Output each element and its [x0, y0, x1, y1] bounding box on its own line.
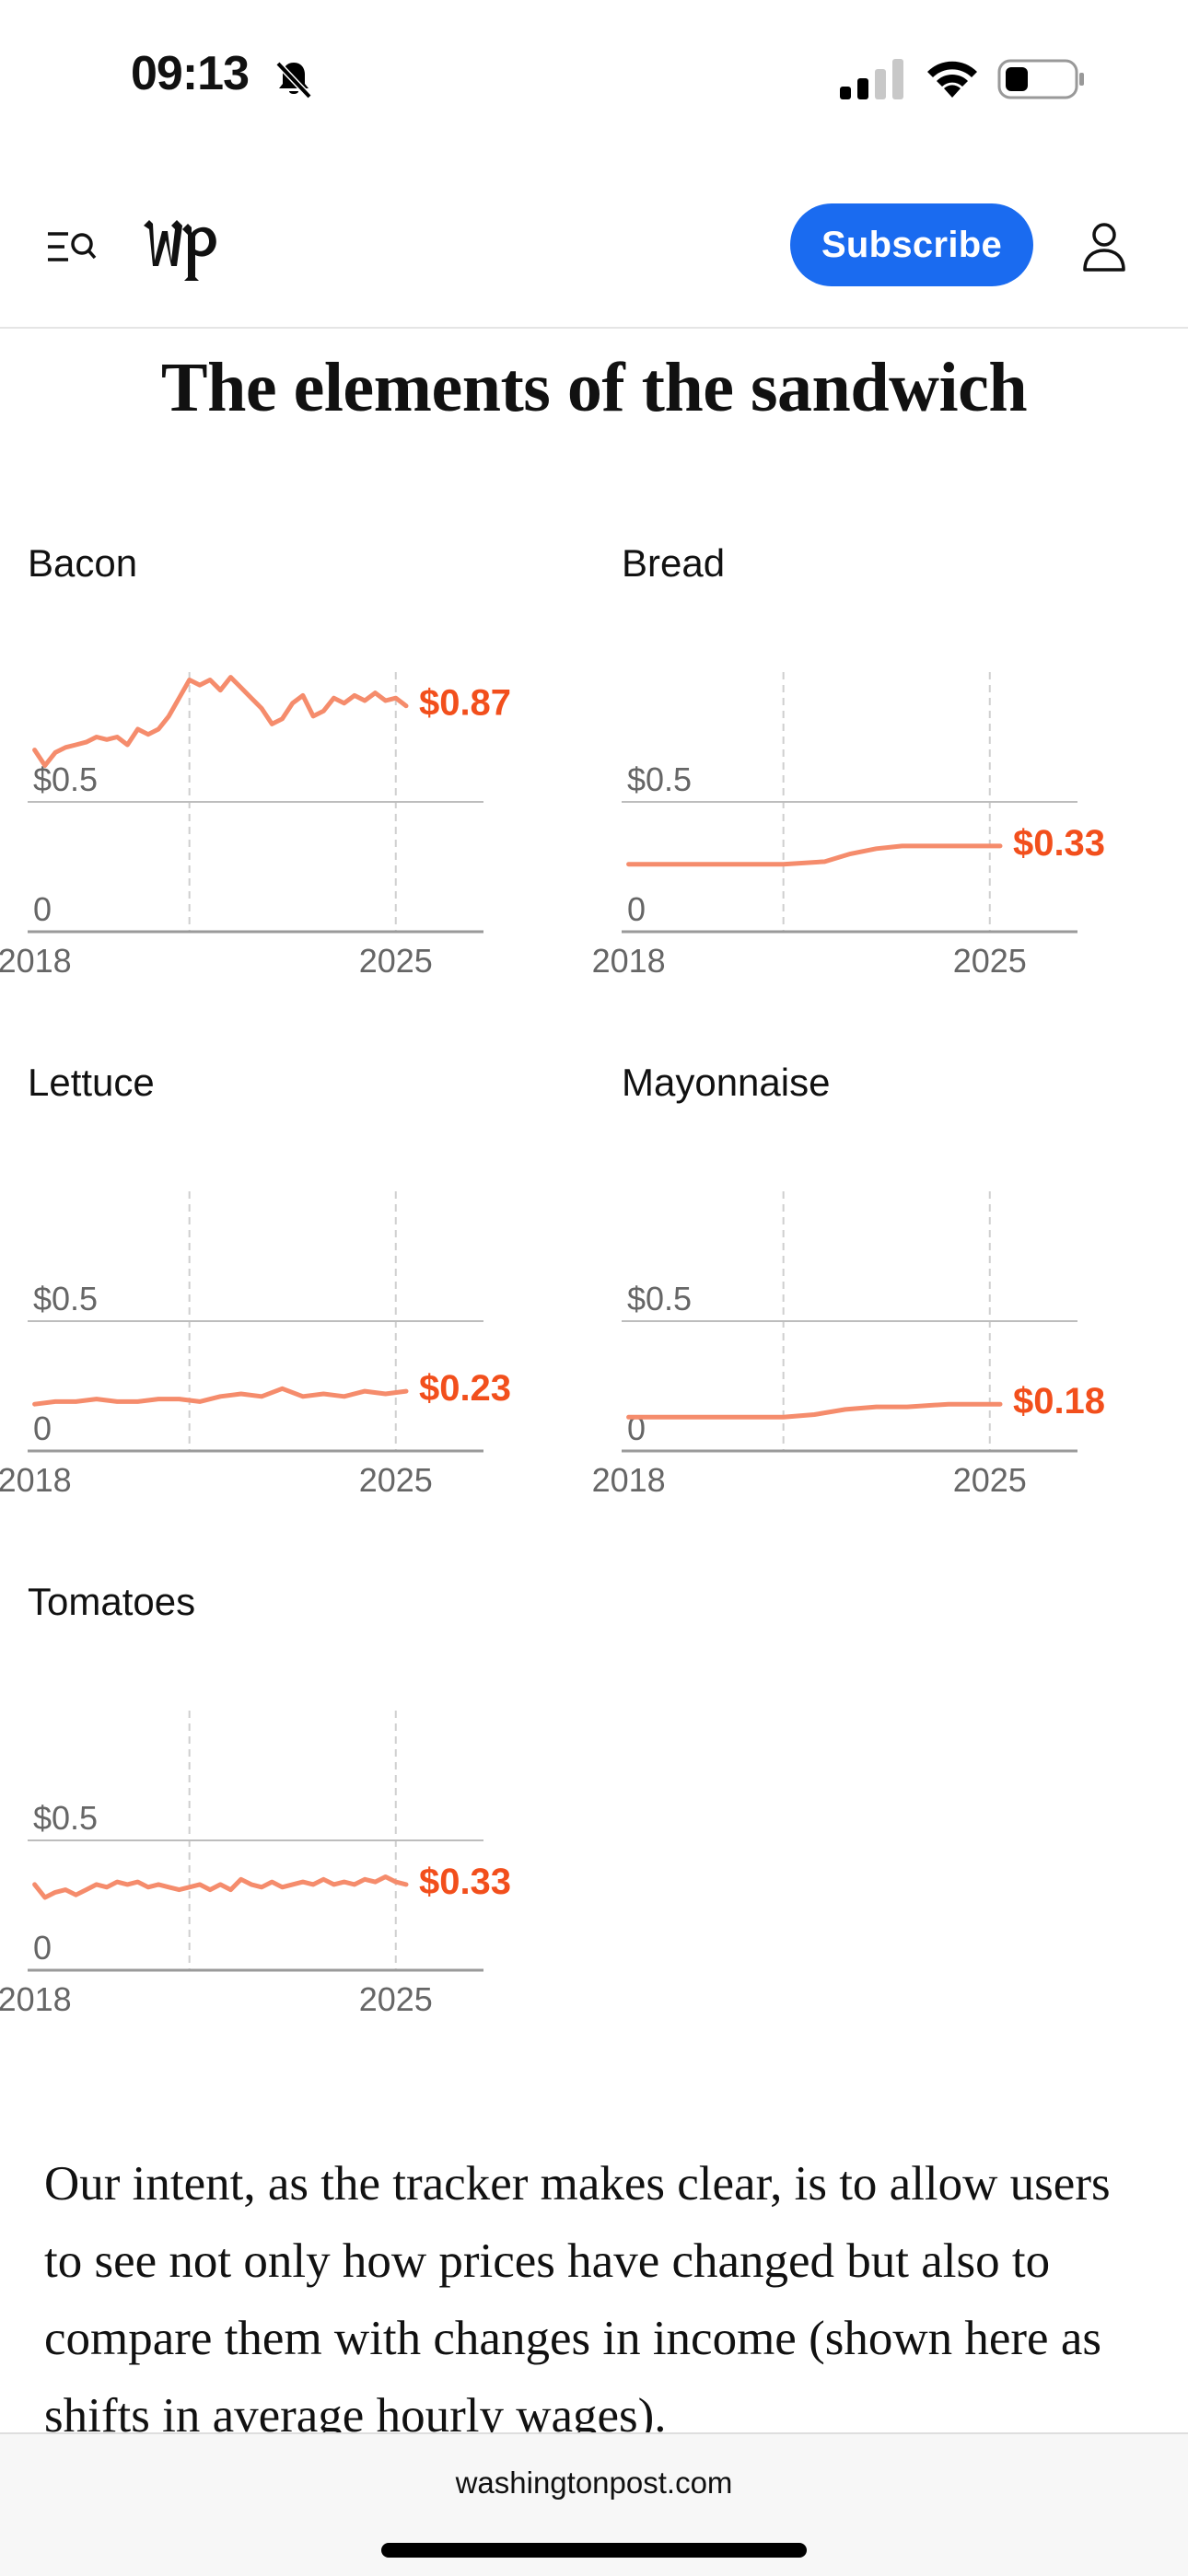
- price-line: [32, 675, 409, 768]
- end-value-label: $0.33: [419, 1862, 511, 1902]
- chart-title: Mayonnaise: [622, 1061, 831, 1104]
- end-value-label: $0.87: [419, 683, 511, 724]
- site-header: Subscribe: [0, 161, 1188, 329]
- chart-bread: 0 $0.5 2018 2025 $0.33: [592, 672, 1105, 980]
- chart-title: Lettuce: [28, 1061, 155, 1104]
- y-tick-label: 0: [33, 1410, 52, 1447]
- y-tick-label: 0: [627, 890, 646, 928]
- article-paragraph: Our intent, as the tracker makes clear, …: [44, 2157, 1111, 2443]
- x-tick-label: 2025: [359, 1461, 433, 1499]
- y-tick-label: $0.5: [33, 1280, 98, 1317]
- y-tick-label: $0.5: [627, 1280, 692, 1317]
- x-tick-label: 2018: [592, 1461, 666, 1499]
- chart-title: Bacon: [28, 541, 138, 585]
- y-tick-label: 0: [33, 1929, 52, 1967]
- price-line: [32, 1874, 409, 1900]
- menu-search-icon[interactable]: [46, 226, 98, 270]
- y-tick-label: $0.5: [627, 760, 692, 798]
- price-line: [626, 843, 1003, 867]
- wifi-icon: [927, 61, 977, 98]
- x-tick-label: 2018: [0, 942, 72, 980]
- x-tick-label: 2018: [592, 942, 666, 980]
- price-line: [626, 1401, 1003, 1420]
- address-bar-url[interactable]: washingtonpost.com: [455, 2466, 733, 2500]
- chart-title: Tomatoes: [28, 1580, 196, 1623]
- status-bar: 09:13: [0, 0, 1188, 161]
- x-tick-label: 2025: [953, 1461, 1027, 1499]
- chart-lettuce: 0 $0.5 2018 2025 $0.23: [0, 1191, 511, 1499]
- home-indicator: [381, 2543, 807, 2558]
- x-tick-label: 2025: [359, 1980, 433, 2018]
- y-tick-label: 0: [33, 890, 52, 928]
- x-tick-label: 2025: [953, 942, 1027, 980]
- status-time: 09:13: [131, 47, 250, 100]
- browser-bottom-bar: washingtonpost.com: [0, 2432, 1188, 2576]
- bell-muted-icon: [275, 61, 312, 99]
- end-value-label: $0.23: [419, 1368, 511, 1409]
- y-tick-label: $0.5: [33, 1799, 98, 1837]
- x-tick-label: 2018: [0, 1980, 72, 2018]
- subscribe-button[interactable]: Subscribe: [790, 203, 1033, 286]
- cellular-signal-icon: [840, 59, 903, 99]
- x-tick-label: 2025: [359, 942, 433, 980]
- account-icon[interactable]: [1081, 220, 1127, 273]
- battery-icon: [997, 59, 1084, 99]
- chart-title: Bread: [622, 541, 726, 585]
- washington-post-logo[interactable]: [140, 209, 223, 283]
- price-line: [32, 1386, 409, 1407]
- section-headline: The elements of the sandwich: [160, 349, 1028, 426]
- chart-tomatoes: 0 $0.5 2018 2025 $0.33: [0, 1711, 511, 2018]
- x-tick-label: 2018: [0, 1461, 72, 1499]
- end-value-label: $0.33: [1013, 823, 1105, 864]
- end-value-label: $0.18: [1013, 1381, 1105, 1421]
